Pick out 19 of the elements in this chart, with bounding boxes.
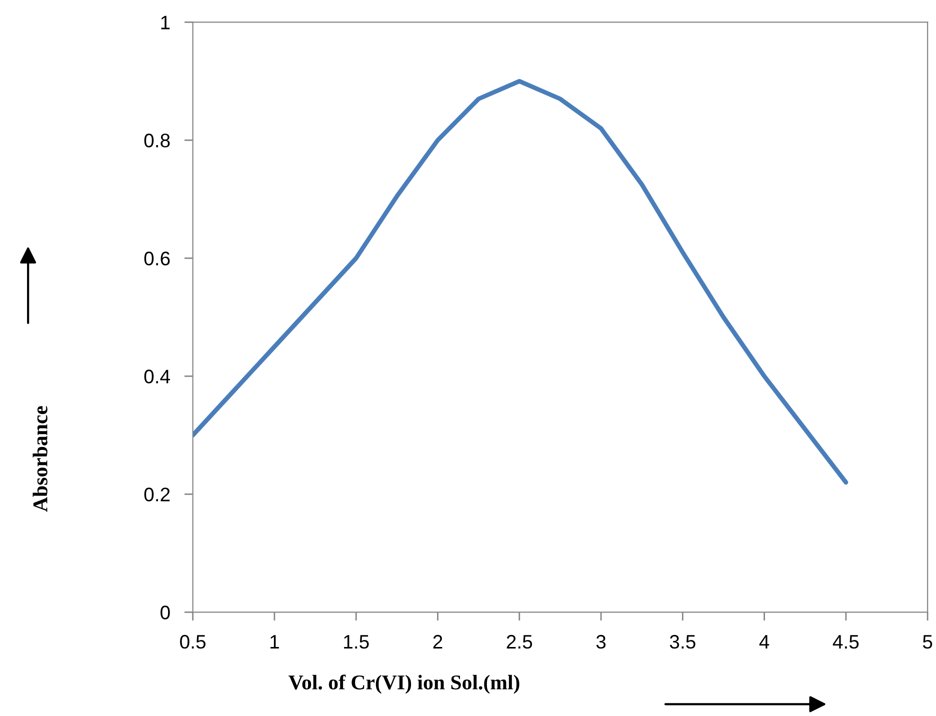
- x-tick-label: 1.5: [344, 635, 369, 649]
- x-axis-title: Vol. of Cr(VI) ion Sol.(ml): [288, 674, 520, 694]
- x-tick-label: 0.5: [180, 634, 206, 649]
- y-tick-label: 0.6: [144, 252, 170, 266]
- x-tick-label: 1: [270, 635, 279, 648]
- y-tick-label: 1: [161, 16, 170, 30]
- y-tick-label: 0.4: [144, 370, 170, 384]
- y-tick-label: 0.2: [144, 488, 170, 502]
- x-tick-label: 5: [922, 635, 932, 649]
- line-series: [192, 78, 848, 485]
- x-tick-label: 3.5: [670, 634, 696, 649]
- x-tick-label: 4: [759, 635, 770, 648]
- x-tick-label: 2.5: [506, 634, 532, 649]
- y-tick-label: 0.8: [144, 134, 170, 148]
- y-tick-label: 0: [160, 606, 170, 620]
- x-tick-label: 2: [433, 634, 442, 648]
- x-tick-label: 4.5: [832, 635, 859, 649]
- x-tick-label: 3: [596, 634, 606, 649]
- y-axis-title: Absorbance: [32, 406, 48, 512]
